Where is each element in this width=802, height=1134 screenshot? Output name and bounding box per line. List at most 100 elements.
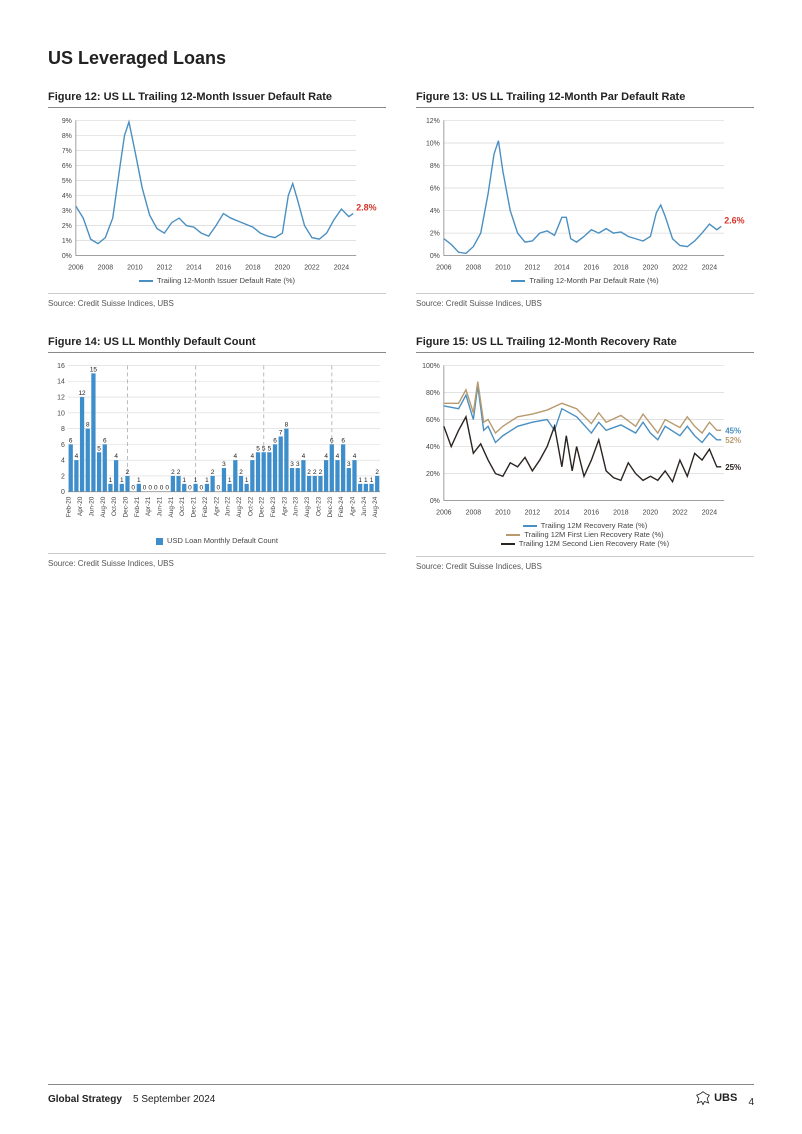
svg-text:Apr-23: Apr-23 xyxy=(281,496,288,516)
svg-text:Dec-23: Dec-23 xyxy=(327,496,334,517)
svg-text:0: 0 xyxy=(61,489,65,496)
svg-text:2: 2 xyxy=(211,469,215,476)
svg-text:12: 12 xyxy=(57,395,65,402)
svg-text:2018: 2018 xyxy=(613,265,629,272)
svg-text:2: 2 xyxy=(375,469,379,476)
svg-text:2: 2 xyxy=(313,469,317,476)
svg-text:Jun-24: Jun-24 xyxy=(361,496,368,516)
svg-text:1: 1 xyxy=(228,477,232,484)
svg-text:1: 1 xyxy=(245,477,249,484)
svg-text:Oct-20: Oct-20 xyxy=(111,496,118,516)
svg-text:3: 3 xyxy=(222,461,226,468)
svg-text:2016: 2016 xyxy=(216,265,232,272)
svg-text:Oct-21: Oct-21 xyxy=(179,496,186,516)
svg-text:Aug-24: Aug-24 xyxy=(372,496,379,517)
svg-text:8%: 8% xyxy=(62,133,72,140)
svg-text:1%: 1% xyxy=(62,238,72,245)
svg-text:Jun-22: Jun-22 xyxy=(225,496,232,516)
figure-12-chart: 0%1%2%3%4%5%6%7%8%9%20062008201020122014… xyxy=(48,114,386,274)
svg-text:0: 0 xyxy=(165,485,169,492)
svg-text:0: 0 xyxy=(148,485,152,492)
svg-text:6: 6 xyxy=(61,442,65,449)
svg-text:4: 4 xyxy=(61,458,65,465)
footer-date: 5 September 2024 xyxy=(133,1094,215,1105)
svg-text:0: 0 xyxy=(154,485,158,492)
svg-text:6: 6 xyxy=(273,437,277,444)
svg-text:Aug-21: Aug-21 xyxy=(168,496,175,517)
svg-text:2010: 2010 xyxy=(127,265,143,272)
svg-text:2024: 2024 xyxy=(702,265,718,272)
figure-14-legend: USD Loan Monthly Default Count xyxy=(48,536,386,545)
svg-text:2024: 2024 xyxy=(702,510,718,517)
svg-text:4: 4 xyxy=(353,453,357,460)
svg-text:2006: 2006 xyxy=(436,265,452,272)
svg-text:12%: 12% xyxy=(426,118,440,125)
svg-text:0: 0 xyxy=(199,485,203,492)
svg-text:2006: 2006 xyxy=(68,265,84,272)
svg-text:8: 8 xyxy=(86,422,90,429)
figure-14-legend-text: USD Loan Monthly Default Count xyxy=(167,536,278,545)
page-footer: Global Strategy 5 September 2024 UBS 4 xyxy=(48,1084,754,1108)
svg-text:7%: 7% xyxy=(62,148,72,155)
svg-text:Apr-24: Apr-24 xyxy=(349,496,356,516)
svg-text:52%: 52% xyxy=(725,436,741,445)
svg-text:12: 12 xyxy=(78,390,86,397)
svg-text:0%: 0% xyxy=(430,498,440,505)
svg-text:Feb-23: Feb-23 xyxy=(270,496,277,517)
figure-14-chart: 02468101214166Feb-20412Apr-20815Jun-2056… xyxy=(48,359,386,534)
svg-text:2022: 2022 xyxy=(672,265,688,272)
svg-text:2: 2 xyxy=(61,473,65,480)
svg-text:2020: 2020 xyxy=(275,265,291,272)
svg-text:5: 5 xyxy=(256,445,260,452)
svg-text:4: 4 xyxy=(234,453,238,460)
svg-text:2016: 2016 xyxy=(584,265,600,272)
svg-text:Feb-22: Feb-22 xyxy=(202,496,209,517)
svg-text:4: 4 xyxy=(336,453,340,460)
svg-text:14: 14 xyxy=(57,379,65,386)
svg-text:2%: 2% xyxy=(62,223,72,230)
figure-12: Figure 12: US LL Trailing 12-Month Issue… xyxy=(48,91,386,308)
svg-text:8: 8 xyxy=(285,422,289,429)
figure-13-title: Figure 13: US LL Trailing 12-Month Par D… xyxy=(416,91,754,108)
ubs-logo: UBS xyxy=(696,1091,737,1105)
figure-12-legend: Trailing 12-Month Issuer Default Rate (%… xyxy=(48,276,386,285)
svg-text:Dec-20: Dec-20 xyxy=(122,496,129,517)
svg-text:15: 15 xyxy=(90,366,98,373)
svg-text:0%: 0% xyxy=(430,253,440,260)
svg-text:9%: 9% xyxy=(62,118,72,125)
svg-text:6: 6 xyxy=(330,437,334,444)
svg-text:Jun-20: Jun-20 xyxy=(88,496,95,516)
figure-13-chart: 0%2%4%6%8%10%12%200620082010201220142016… xyxy=(416,114,754,274)
svg-text:5: 5 xyxy=(268,445,272,452)
svg-text:2022: 2022 xyxy=(672,510,688,517)
svg-text:Apr-21: Apr-21 xyxy=(145,496,152,516)
svg-text:2014: 2014 xyxy=(554,265,570,272)
figure-15: Figure 15: US LL Trailing 12-Month Recov… xyxy=(416,336,754,571)
svg-text:1: 1 xyxy=(194,477,198,484)
svg-text:Dec-21: Dec-21 xyxy=(191,496,198,517)
figure-15-title: Figure 15: US LL Trailing 12-Month Recov… xyxy=(416,336,754,353)
figure-13: Figure 13: US LL Trailing 12-Month Par D… xyxy=(416,91,754,308)
svg-text:2008: 2008 xyxy=(466,265,482,272)
svg-text:1: 1 xyxy=(370,477,374,484)
svg-text:6: 6 xyxy=(103,437,107,444)
svg-text:2: 2 xyxy=(177,469,181,476)
svg-text:5: 5 xyxy=(97,445,101,452)
svg-text:6: 6 xyxy=(69,437,73,444)
svg-text:80%: 80% xyxy=(426,390,440,397)
svg-text:Aug-20: Aug-20 xyxy=(100,496,107,517)
svg-text:2.6%: 2.6% xyxy=(724,215,744,225)
svg-text:0: 0 xyxy=(131,485,135,492)
svg-text:Aug-23: Aug-23 xyxy=(304,496,311,517)
svg-text:0: 0 xyxy=(143,485,147,492)
footer-brand: UBS xyxy=(714,1092,737,1104)
svg-text:4%: 4% xyxy=(62,193,72,200)
figure-15-chart: 0%20%40%60%80%100%2006200820102012201420… xyxy=(416,359,754,519)
footer-page-number: 4 xyxy=(748,1097,754,1108)
svg-text:1: 1 xyxy=(109,477,113,484)
svg-text:6%: 6% xyxy=(62,163,72,170)
svg-text:5: 5 xyxy=(262,445,266,452)
svg-text:1: 1 xyxy=(137,477,141,484)
figure-12-legend-text: Trailing 12-Month Issuer Default Rate (%… xyxy=(157,276,295,285)
svg-text:3: 3 xyxy=(290,461,294,468)
